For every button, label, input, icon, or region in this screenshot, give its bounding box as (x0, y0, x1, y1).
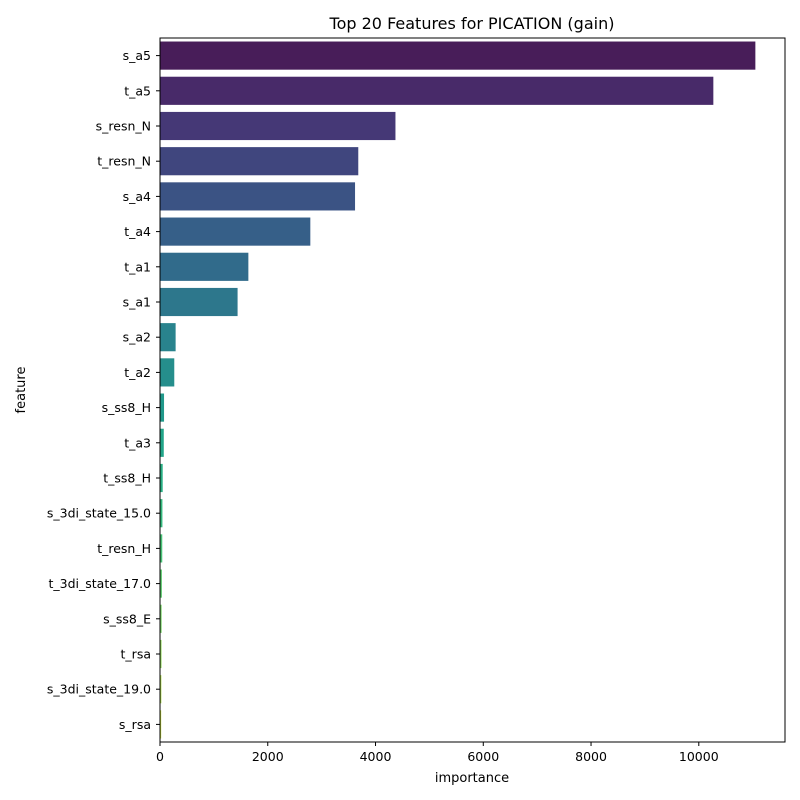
x-tick-label: 2000 (252, 749, 284, 764)
bar-t_a4 (160, 217, 311, 246)
bar-s_a5 (160, 41, 756, 70)
bar-t_resn_H (160, 534, 163, 563)
y-tick-label: t_a1 (124, 259, 151, 274)
y-tick-label: s_resn_N (96, 119, 151, 134)
y-tick-label: s_rsa (119, 717, 151, 732)
bar-s_a2 (160, 323, 176, 352)
y-tick-label: s_ss8_E (103, 611, 151, 626)
bar-s_ss8_H (160, 393, 165, 422)
y-tick-label: t_rsa (121, 647, 151, 662)
x-tick-label: 8000 (575, 749, 607, 764)
y-tick-label: s_3di_state_19.0 (47, 682, 151, 697)
bar-s_a1 (160, 287, 238, 317)
x-axis-ticks: 0 2000 4000 6000 8000 10000 (156, 742, 719, 764)
bar-t_a3 (160, 428, 164, 457)
y-axis-label: feature (14, 367, 29, 414)
bar-t_a2 (160, 358, 175, 387)
y-tick-label: t_3di_state_17.0 (48, 576, 151, 591)
bars-group (160, 41, 756, 739)
y-tick-label: t_resn_H (97, 541, 151, 556)
bar-s_3di_state_19.0 (160, 675, 162, 704)
bar-s_rsa (160, 710, 162, 739)
bar-t_3di_state_17.0 (160, 569, 162, 598)
x-tick-label: 10000 (679, 749, 719, 764)
bar-s_a4 (160, 182, 356, 211)
x-tick-label: 4000 (360, 749, 392, 764)
y-tick-label: t_a2 (124, 365, 151, 380)
x-tick-label: 6000 (467, 749, 499, 764)
plot-frame (159, 37, 786, 743)
chart-title: Top 20 Features for PICATION (gain) (329, 14, 615, 33)
y-tick-label: t_a5 (124, 83, 151, 98)
bar-t_resn_N (160, 147, 359, 176)
x-axis-label: importance (435, 771, 509, 786)
bar-t_a5 (160, 76, 714, 105)
bar-t_rsa (160, 639, 162, 669)
y-tick-label: s_3di_state_15.0 (47, 506, 151, 521)
y-tick-label: t_resn_N (97, 154, 151, 169)
bar-t_ss8_H (160, 463, 163, 493)
y-tick-label: t_ss8_H (103, 471, 151, 486)
y-tick-label: s_a1 (123, 295, 151, 310)
bar-s_resn_N (160, 111, 396, 141)
axes-frame (159, 37, 786, 743)
y-tick-label: s_ss8_H (102, 400, 151, 415)
y-tick-label: t_a3 (124, 435, 151, 450)
y-tick-label: s_a5 (123, 48, 151, 63)
y-tick-label: t_a4 (124, 224, 151, 239)
y-tick-label: s_a4 (123, 189, 151, 204)
bar-s_3di_state_15.0 (160, 499, 163, 528)
x-tick-label: 0 (156, 749, 164, 764)
bar-t_a1 (160, 252, 249, 281)
y-tick-label: s_a2 (123, 330, 151, 345)
y-axis-ticks: s_a5 t_a5 s_resn_N t_resn_N s_a4 t_a4 t_a1 s_a1… (47, 48, 160, 732)
bar-s_ss8_E (160, 604, 162, 633)
